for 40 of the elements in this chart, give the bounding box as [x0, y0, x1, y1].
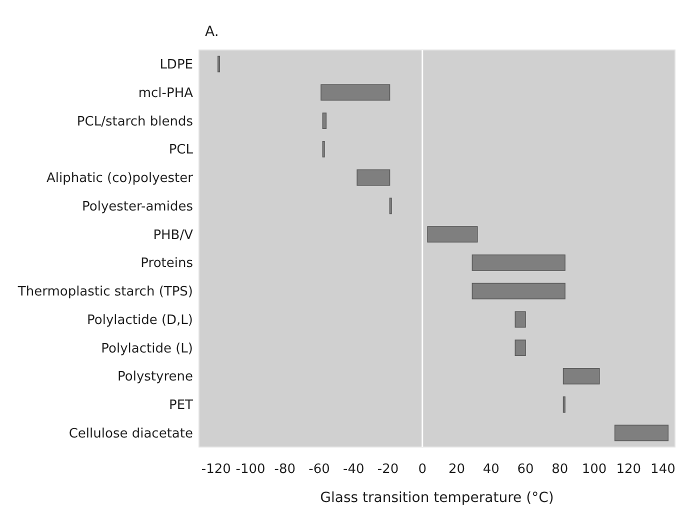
y-tick-label: mcl-PHA: [138, 86, 194, 101]
x-tick-label: 0: [418, 462, 427, 477]
bar: [614, 424, 669, 442]
bar: [472, 282, 566, 300]
x-tick-label: -40: [343, 462, 364, 477]
y-tick-label: Cellulose diacetate: [68, 426, 193, 442]
bar: [320, 84, 390, 101]
x-tick-label: 120: [616, 462, 642, 477]
y-tick-label: Polyester-amides: [82, 199, 194, 214]
y-tick-label: PET: [169, 398, 194, 414]
x-tick-label: -100: [236, 462, 266, 477]
y-tick-label: PCL/starch blends: [76, 114, 194, 130]
bar: [322, 112, 327, 130]
x-tick-label: 20: [448, 462, 466, 477]
x-tick-label: 60: [517, 462, 534, 477]
x-axis-title: Glass transition temperature (°C): [320, 490, 554, 506]
y-tick-label: Polylactide (D,L): [87, 312, 193, 328]
x-tick-label: 40: [482, 462, 500, 477]
y-tick-label: Proteins: [140, 256, 194, 272]
y-tick-label: Thermoplastic starch (TPS): [16, 284, 193, 300]
x-tick-label: -120: [201, 462, 231, 477]
x-tick-label: 140: [650, 462, 676, 477]
y-tick-label: Polylactide (L): [101, 341, 193, 356]
bar: [562, 368, 600, 384]
x-tick-label: -60: [308, 462, 330, 477]
y-tick-label: PHB/V: [153, 228, 194, 243]
bar: [514, 311, 526, 328]
chart-title: A.: [205, 24, 219, 40]
bar: [427, 226, 478, 243]
x-tick-label: -20: [377, 462, 399, 477]
y-tick-label: LDPE: [160, 58, 193, 73]
bar: [356, 169, 390, 186]
x-tick-label: 80: [552, 462, 568, 477]
y-tick-label: Polystyrene: [118, 370, 193, 385]
y-tick-label: PCL: [168, 142, 194, 158]
x-tick-label: -80: [274, 462, 296, 477]
y-tick-label: Aliphatic (co)polyester: [46, 171, 194, 186]
bar: [472, 254, 566, 271]
bar: [514, 340, 526, 356]
x-tick-label: 100: [582, 462, 607, 477]
